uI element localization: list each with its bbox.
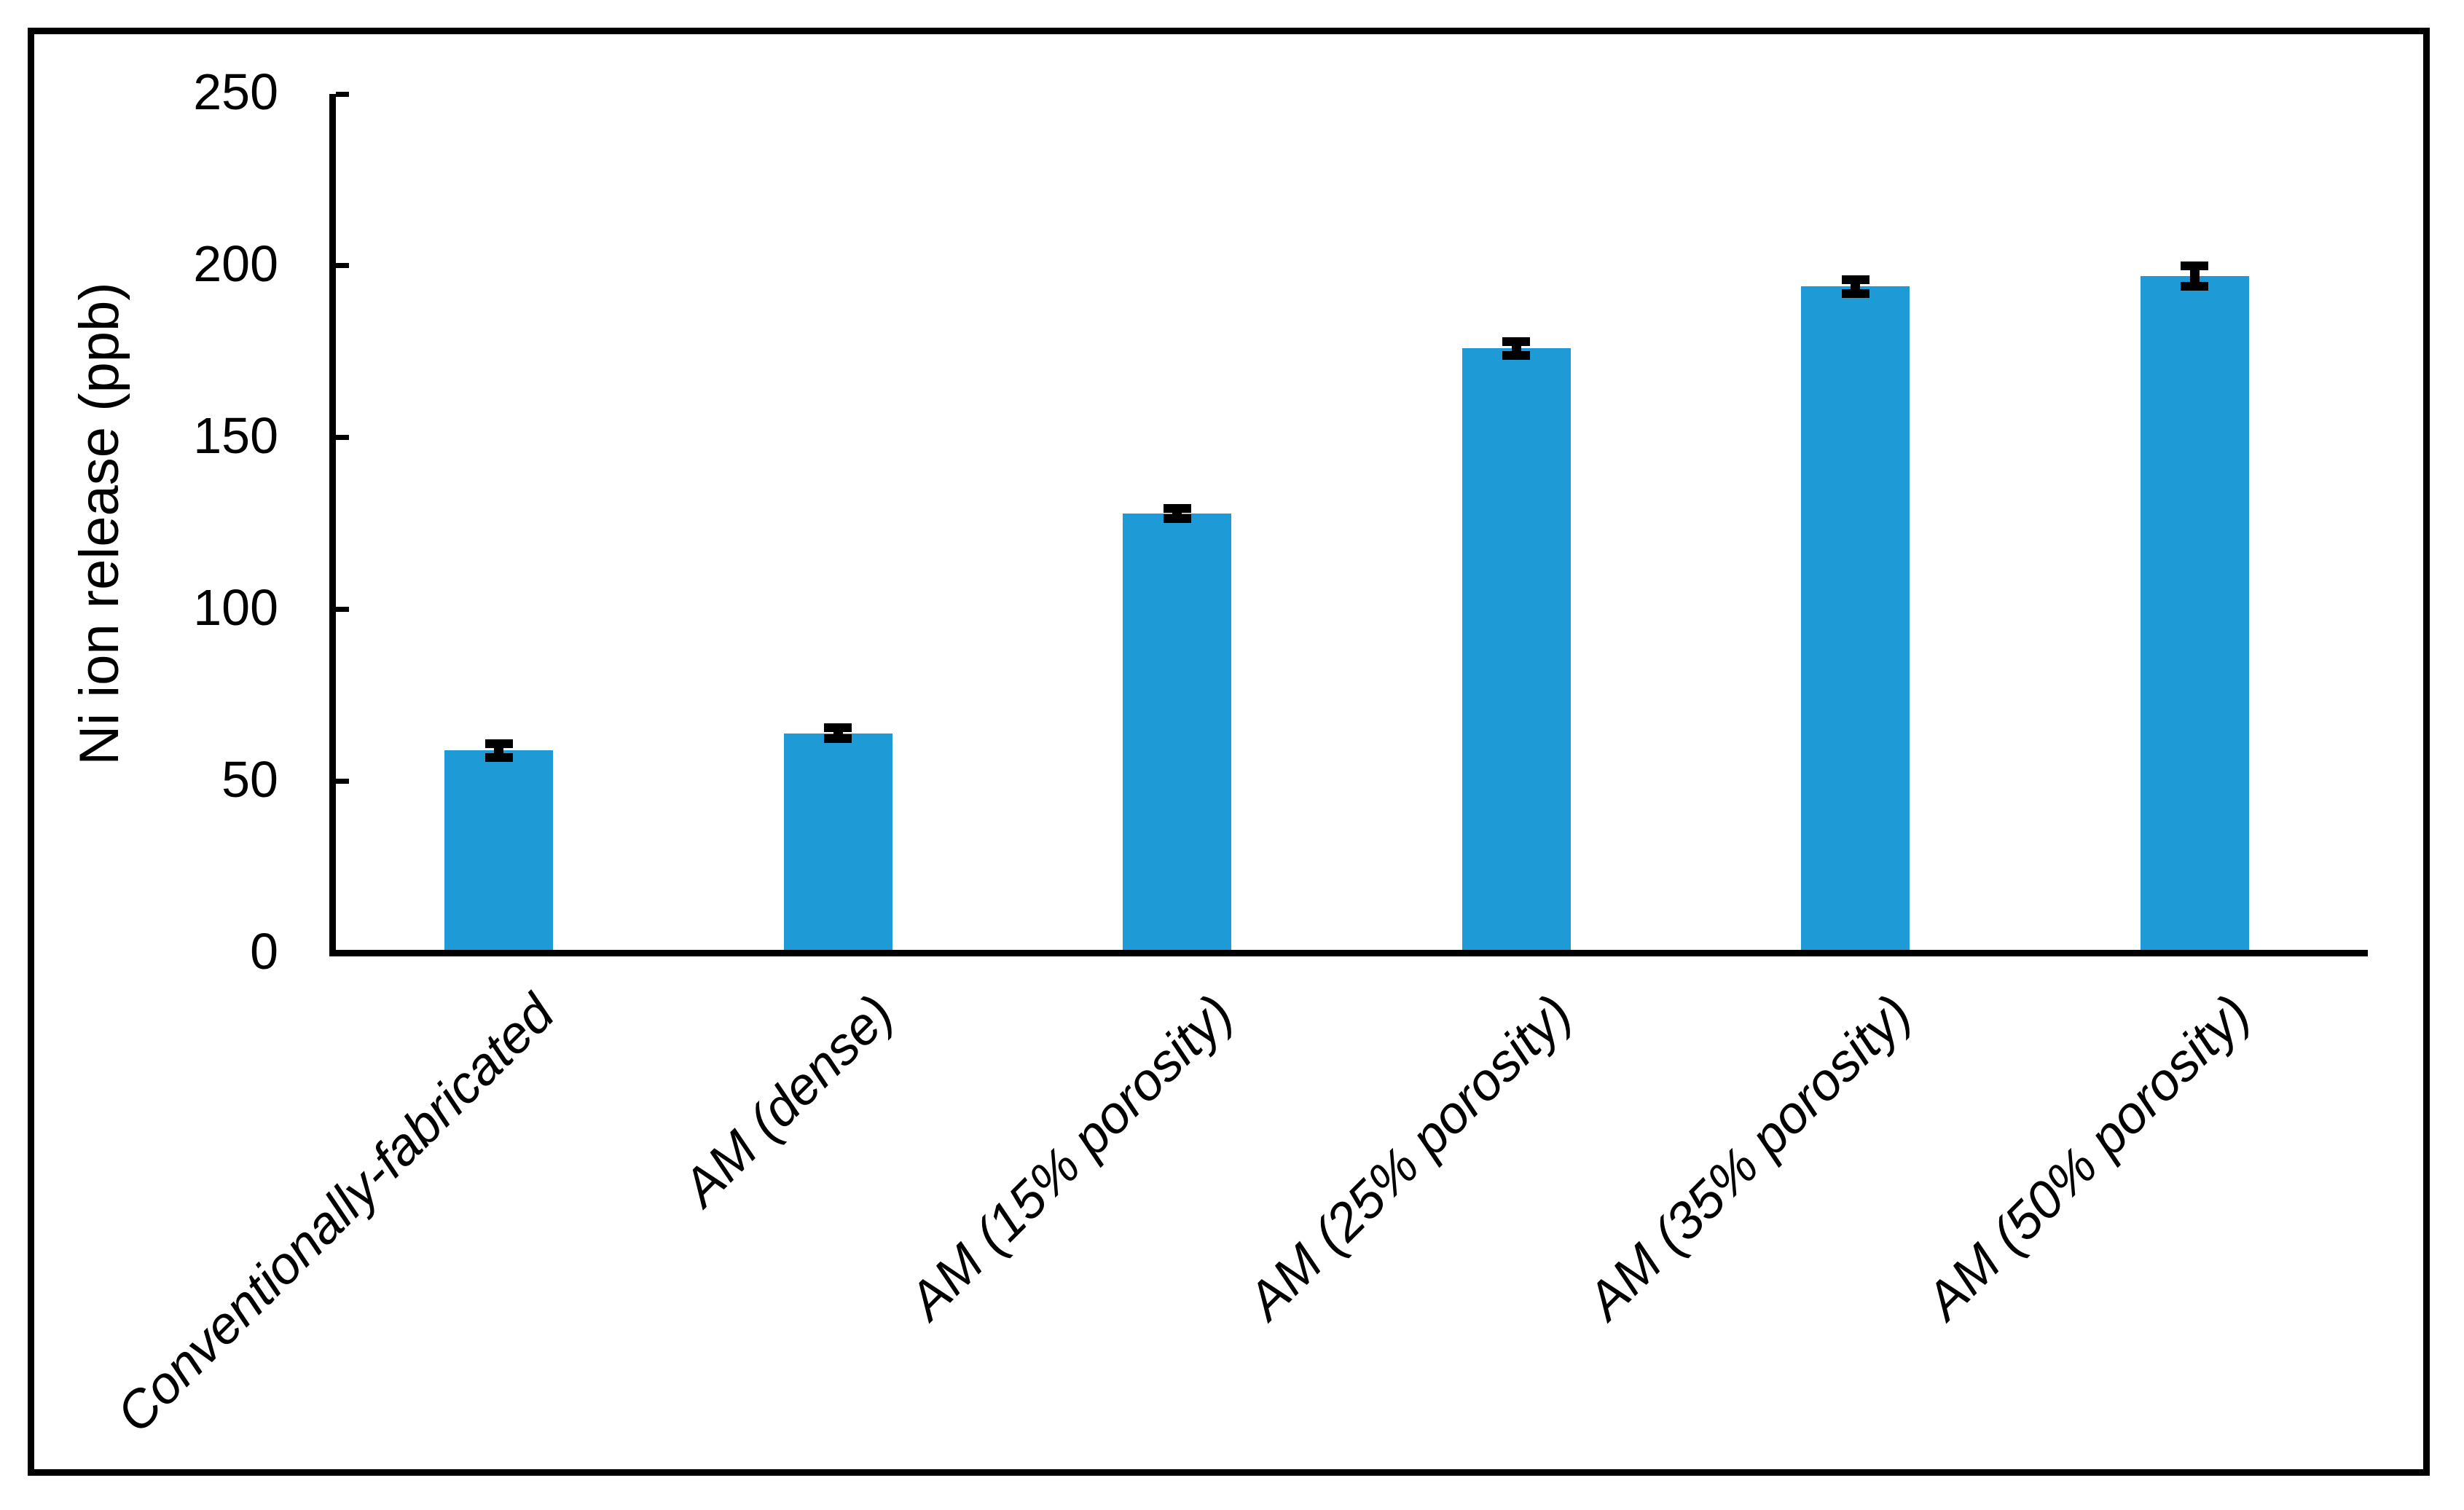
x-axis-line — [329, 950, 2368, 956]
y-tick-mark — [336, 91, 349, 97]
y-tick-label: 200 — [193, 235, 278, 292]
category-label-6: AM (50% porosity) — [1915, 984, 2261, 1331]
bar-1 — [444, 750, 554, 950]
y-tick-mark — [336, 607, 349, 613]
y-tick-label: 250 — [193, 63, 278, 120]
category-label-4: AM (25% porosity) — [1236, 984, 1583, 1331]
y-tick-mark — [336, 435, 349, 441]
y-tick-label: 100 — [193, 578, 278, 636]
y-axis-title: Ni ion release (ppb) — [68, 282, 130, 766]
category-label-5: AM (35% porosity) — [1576, 984, 1923, 1331]
error-bar-line — [2189, 265, 2200, 287]
error-bar-cap-bottom — [2181, 282, 2209, 291]
y-axis-line — [329, 94, 336, 956]
error-bar-cap-bottom — [1163, 514, 1191, 523]
y-tick-label: 50 — [221, 750, 278, 808]
error-bar-cap-top — [1502, 337, 1531, 346]
bar-5 — [1801, 286, 1910, 950]
error-bar-cap-top — [824, 723, 852, 733]
bar-3 — [1123, 513, 1232, 950]
bar-4 — [1461, 348, 1571, 950]
error-bar-cap-bottom — [1502, 350, 1531, 360]
y-tick-mark — [336, 263, 349, 269]
bar-2 — [783, 733, 892, 950]
bar-6 — [2140, 276, 2249, 950]
category-label-2: AM (dense) — [672, 984, 905, 1217]
y-tick-mark — [336, 951, 349, 956]
y-tick-mark — [336, 779, 349, 785]
y-tick-label: 150 — [193, 406, 278, 464]
error-bar-cap-top — [1841, 275, 1869, 284]
error-bar-cap-top — [1163, 503, 1191, 513]
category-label-1: Conventionally-fabricated — [106, 984, 566, 1444]
y-tick-label: 0 — [250, 922, 278, 980]
error-bar-cap-bottom — [824, 734, 852, 743]
category-label-3: AM (15% porosity) — [898, 984, 1244, 1331]
error-bar-cap-top — [2181, 261, 2209, 270]
error-bar-cap-top — [484, 739, 513, 748]
error-bar-cap-bottom — [484, 752, 513, 762]
error-bar-cap-bottom — [1841, 288, 1869, 298]
